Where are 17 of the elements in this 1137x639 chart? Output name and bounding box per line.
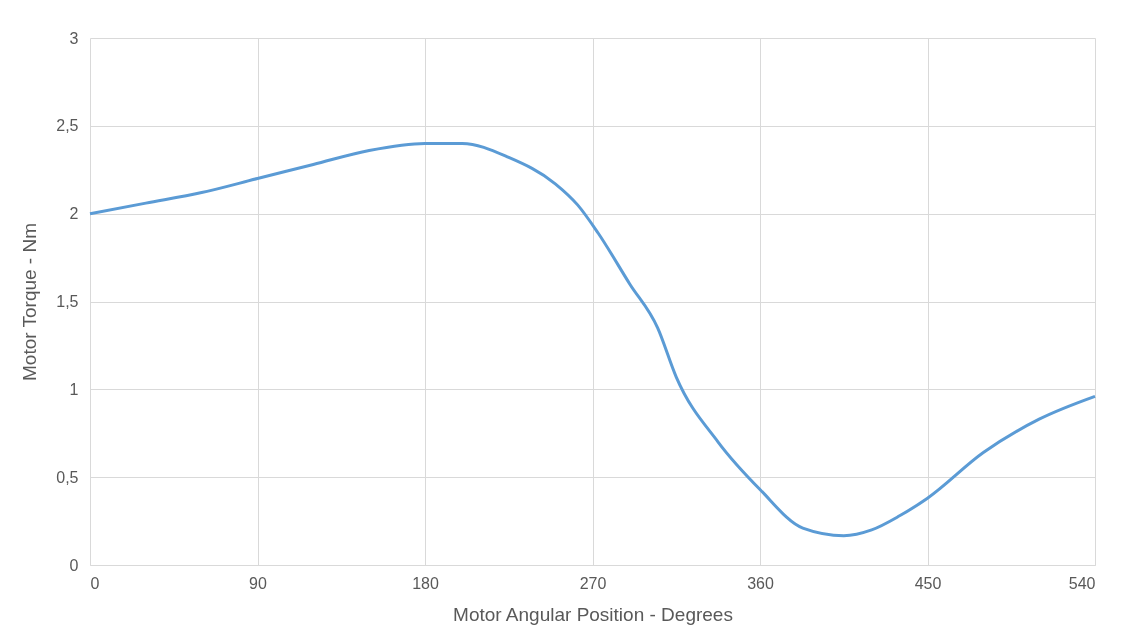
x-tick-label: 540 bbox=[1068, 574, 1096, 592]
x-tick-label: 270 bbox=[579, 574, 607, 592]
y-tick-label: 3 bbox=[69, 29, 79, 47]
x-tick-label: 180 bbox=[412, 574, 439, 592]
x-tick-label: 360 bbox=[747, 574, 774, 592]
y-tick-label: 1 bbox=[69, 380, 79, 398]
x-tick-label: 90 bbox=[249, 574, 267, 592]
x-tick-label: 450 bbox=[914, 574, 942, 592]
y-tick-label: 2,5 bbox=[56, 117, 79, 135]
y-tick-label: 1,5 bbox=[56, 293, 79, 310]
y-axis-title: Motor Torque - Nm bbox=[19, 222, 41, 382]
y-tick-label: 0 bbox=[69, 556, 79, 574]
x-axis-title: Motor Angular Position - Degrees bbox=[453, 603, 733, 625]
x-tick-label: 0 bbox=[90, 574, 100, 592]
y-tick-label: 2 bbox=[69, 205, 79, 223]
line-series bbox=[88, 141, 1097, 538]
y-tick-label: 0,5 bbox=[56, 468, 79, 486]
